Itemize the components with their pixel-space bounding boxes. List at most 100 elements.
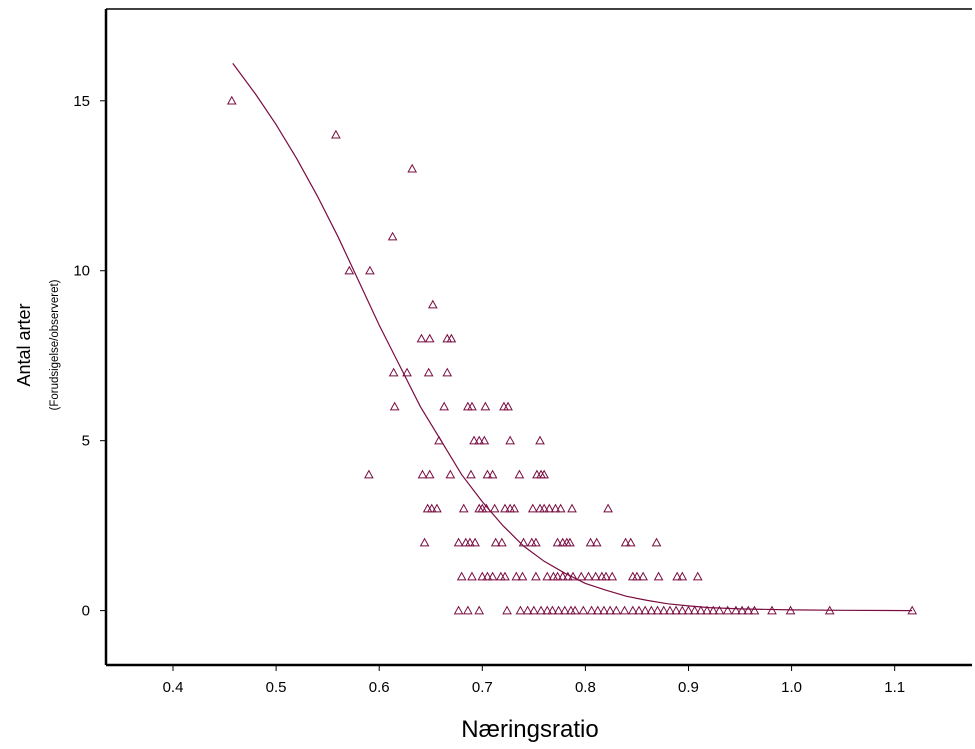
data-point xyxy=(442,333,453,343)
data-point xyxy=(439,401,450,411)
data-point xyxy=(536,605,546,615)
data-point xyxy=(767,605,777,615)
data-point xyxy=(474,605,485,615)
data-point xyxy=(743,605,754,615)
y-axis-sublabel: (Forudsigelse/observeret) xyxy=(49,279,61,410)
data-point xyxy=(426,503,437,513)
data-point xyxy=(702,605,712,615)
x-tick-label: 0.7 xyxy=(472,679,493,696)
data-point xyxy=(652,605,663,615)
data-point xyxy=(565,537,575,547)
data-point xyxy=(542,571,553,581)
data-point xyxy=(482,571,493,581)
data-point xyxy=(387,231,398,241)
x-axis-label: Næringsratio xyxy=(461,716,598,743)
data-point xyxy=(731,605,741,615)
data-point xyxy=(496,571,506,581)
data-point xyxy=(407,163,418,173)
data-point xyxy=(364,469,374,479)
data-point xyxy=(651,537,662,547)
data-point xyxy=(424,469,435,479)
data-point xyxy=(552,537,563,547)
data-point xyxy=(592,605,603,615)
data-point xyxy=(500,571,510,581)
data-point xyxy=(434,435,444,445)
data-point xyxy=(517,571,528,581)
data-point xyxy=(539,469,550,479)
x-tick-label: 0.6 xyxy=(369,679,390,696)
data-point xyxy=(557,571,568,581)
data-point xyxy=(417,469,428,479)
data-point xyxy=(505,435,515,445)
data-point xyxy=(467,401,477,411)
data-point xyxy=(785,605,796,615)
x-tick-label: 0.8 xyxy=(575,679,596,696)
data-point xyxy=(625,537,636,547)
x-tick-label: 1.0 xyxy=(781,679,802,696)
data-point xyxy=(466,469,476,479)
data-point xyxy=(487,469,498,479)
data-point xyxy=(585,537,596,547)
data-point xyxy=(634,605,644,615)
data-point xyxy=(419,537,430,547)
data-point xyxy=(532,469,542,479)
data-point xyxy=(605,605,615,615)
data-point xyxy=(552,571,563,581)
data-point xyxy=(586,605,597,615)
data-point xyxy=(638,571,648,581)
data-point xyxy=(550,503,561,513)
y-tick-label: 0 xyxy=(82,603,90,620)
data-point xyxy=(388,367,399,377)
data-point xyxy=(487,571,498,581)
data-point xyxy=(671,605,681,615)
data-point xyxy=(627,605,638,615)
data-point xyxy=(515,605,526,615)
data-point xyxy=(445,469,456,479)
data-point xyxy=(539,503,550,513)
data-point xyxy=(509,503,520,513)
data-point xyxy=(907,605,918,615)
data-point xyxy=(696,605,706,615)
data-point xyxy=(611,605,622,615)
data-point xyxy=(528,605,539,615)
data-point xyxy=(619,605,630,615)
data-point xyxy=(527,503,538,513)
data-point xyxy=(389,401,400,411)
y-tick-label: 5 xyxy=(82,433,90,450)
data-point xyxy=(665,605,675,615)
data-point xyxy=(427,299,438,309)
data-point xyxy=(518,537,529,547)
data-point xyxy=(563,571,573,581)
data-point xyxy=(479,435,490,445)
data-points-layer xyxy=(226,95,918,615)
data-point xyxy=(627,571,638,581)
data-point xyxy=(531,537,541,547)
data-point xyxy=(640,605,651,615)
data-point xyxy=(677,571,688,581)
data-point xyxy=(463,401,473,411)
data-point xyxy=(511,571,522,581)
data-point xyxy=(591,537,602,547)
data-point xyxy=(603,503,613,513)
data-point xyxy=(578,605,589,615)
data-point xyxy=(423,367,434,377)
data-point xyxy=(453,605,464,615)
fitted-curve xyxy=(232,63,913,612)
data-point xyxy=(658,605,669,615)
data-point xyxy=(503,401,513,411)
data-point xyxy=(465,537,475,547)
data-point xyxy=(708,605,719,615)
data-point xyxy=(460,537,471,547)
data-point xyxy=(599,605,609,615)
data-point xyxy=(646,605,657,615)
data-point xyxy=(531,571,541,581)
x-tick-label: 0.9 xyxy=(678,679,699,696)
data-point xyxy=(226,95,237,105)
data-point xyxy=(555,503,566,513)
data-point xyxy=(497,537,507,547)
data-point xyxy=(344,265,355,275)
fitted-curve-layer xyxy=(232,63,913,612)
data-point xyxy=(620,537,631,547)
data-point xyxy=(689,605,700,615)
